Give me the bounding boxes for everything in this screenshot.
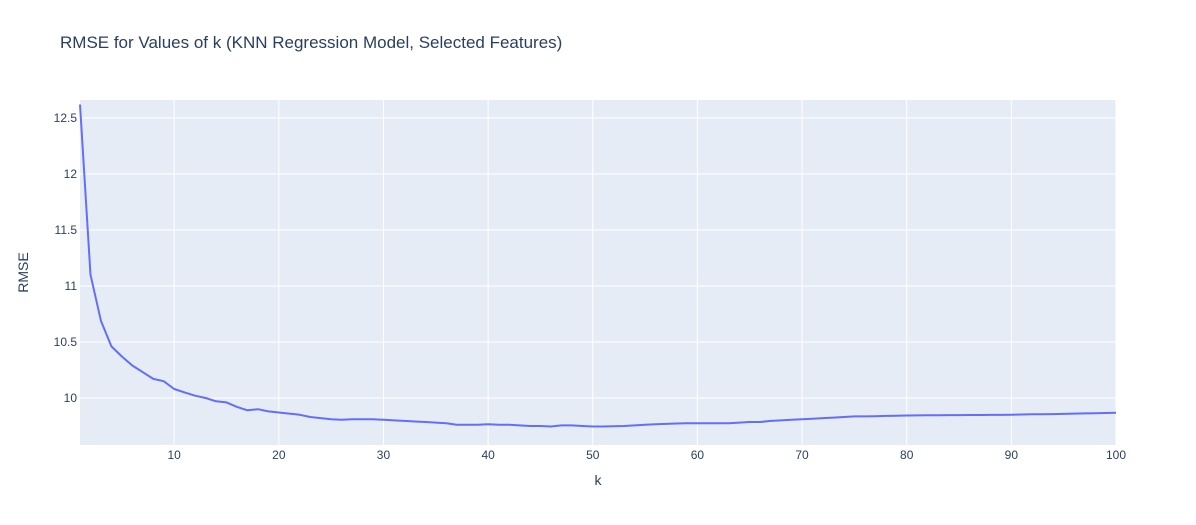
- plot-area: [80, 100, 1116, 445]
- rmse-line-series: [79, 104, 1117, 428]
- y-tick-label: 10.5: [54, 335, 78, 349]
- x-tick-label: 30: [377, 448, 391, 462]
- x-tick-label: 50: [586, 448, 600, 462]
- y-axis-label: RMSE: [15, 252, 31, 292]
- y-tick-label: 11: [65, 279, 78, 293]
- x-tick-label: 40: [481, 448, 495, 462]
- x-tick-label: 70: [795, 448, 809, 462]
- x-tick-label: 100: [1106, 448, 1126, 462]
- x-tick-label: 10: [168, 448, 182, 462]
- y-tick-label: 10: [64, 391, 78, 405]
- chart-title: RMSE for Values of k (KNN Regression Mod…: [60, 33, 563, 52]
- y-tick-label: 11.5: [55, 223, 78, 237]
- x-tick-label: 80: [900, 448, 914, 462]
- x-tick-label: 60: [691, 448, 705, 462]
- y-tick-label: 12.5: [54, 111, 78, 125]
- y-tick-label: 12: [64, 167, 78, 181]
- x-tick-label: 90: [1005, 448, 1019, 462]
- x-tick-label: 20: [272, 448, 286, 462]
- x-axis-label: k: [595, 472, 603, 488]
